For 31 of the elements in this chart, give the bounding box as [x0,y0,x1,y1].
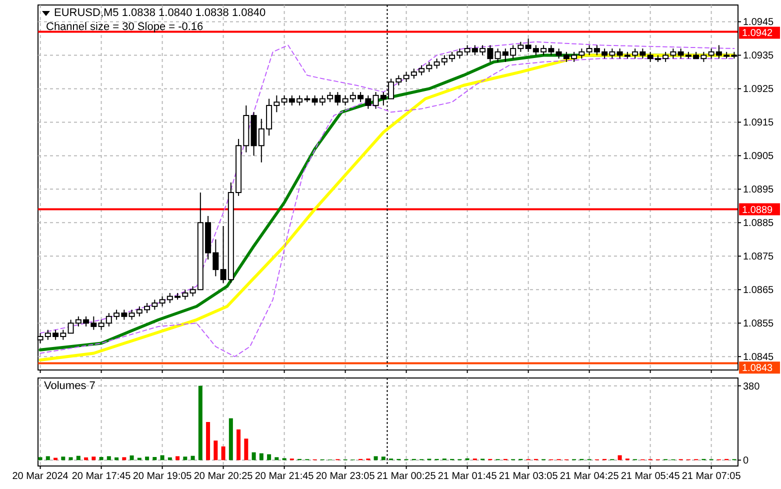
ref-line-label: 1.0889 [742,204,774,216]
x-tick-label: 20 Mar 23:05 [316,471,376,482]
y-tick-label: 380 [743,381,760,392]
y-tick-label: 1.0905 [743,151,774,162]
x-tick-label: 20 Mar 19:05 [132,471,192,482]
x-tick-label: 20 Mar 2024 [12,471,69,482]
y-tick-label: 1.0915 [743,118,774,129]
x-tick-label: 21 Mar 04:25 [560,471,620,482]
y-tick-label: 1.0925 [743,84,774,96]
y-tick-label: 1.0865 [743,285,774,296]
ref-line-label: 1.0942 [742,28,774,40]
chart-title: EURUSD,M5 1.0838 1.0840 1.0838 1.0840 [54,7,266,19]
x-tick-label: 20 Mar 20:25 [194,471,254,482]
x-tick-label: 20 Mar 21:45 [254,471,314,482]
x-tick-label: 21 Mar 07:05 [682,471,742,482]
y-tick-label: 1.0885 [743,218,774,230]
x-tick-label: 21 Mar 00:25 [376,471,436,482]
x-tick-label: 21 Mar 05:45 [620,471,680,482]
chart-title: Volumes 7 [44,380,96,392]
x-tick-label: 21 Mar 03:05 [498,471,558,482]
y-tick-label: 1.0845 [743,352,774,364]
y-tick-label: 1.0855 [743,318,774,330]
y-tick-label: 0 [743,456,749,467]
y-tick-label: 1.0935 [743,50,774,62]
text: Channel size = 30 Slope = -0.16 [46,21,204,33]
y-tick-label: 1.0895 [743,184,774,196]
ref-line-label: 1.0843 [742,363,774,374]
x-tick-label: 21 Mar 01:45 [438,471,498,482]
y-tick-label: 1.0875 [743,252,774,263]
y-tick-label: 1.0945 [743,17,774,28]
x-tick-label: 20 Mar 17:45 [72,471,132,482]
